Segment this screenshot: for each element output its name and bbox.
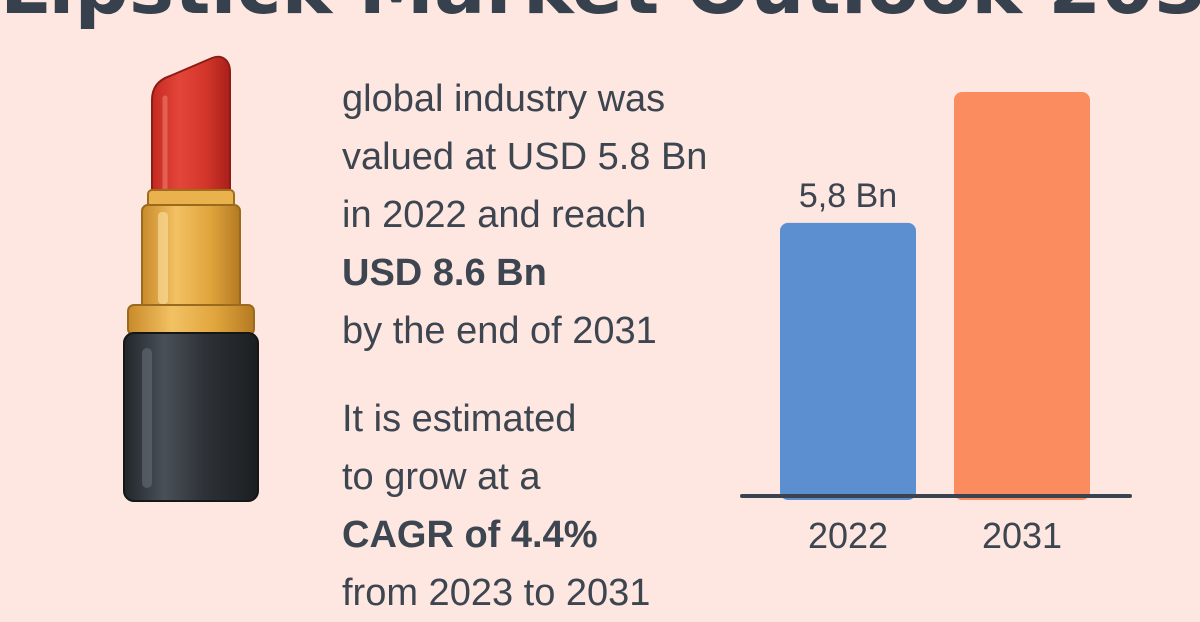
text-line: to grow at a	[342, 456, 541, 498]
x-tick-label: 2031	[982, 515, 1062, 556]
growth-text: It is estimated to grow at a CAGR of 4.4…	[342, 390, 650, 622]
text-line: valued at USD 5.8 Bn	[342, 136, 708, 178]
x-tick-label: 2022	[808, 515, 888, 556]
page-title: Lipstick Market Outlook 2031	[0, 0, 1200, 32]
highlight-value: USD 8.6 Bn	[342, 252, 547, 294]
text-line: global industry was	[342, 78, 666, 120]
bar-group	[780, 92, 1090, 500]
text-line: in 2022 and reach	[342, 194, 647, 236]
text-line: from 2023 to 2031	[342, 572, 651, 614]
lipstick-base	[123, 332, 259, 502]
lipstick-bullet	[151, 55, 231, 196]
bar-chart: 2022 5,8 Bn 2031	[740, 92, 1132, 556]
market-value-text: global industry was valued at USD 5.8 Bn…	[342, 70, 707, 360]
highlight-cagr: CAGR of 4.4%	[342, 514, 598, 556]
lipstick-ring	[127, 304, 255, 336]
text-line: It is estimated	[342, 398, 577, 440]
bar-2022	[780, 222, 916, 500]
lipstick-icon	[123, 55, 259, 502]
bar-2031	[954, 92, 1090, 500]
label-group: 2022 5,8 Bn 2031	[799, 177, 1062, 556]
text-line: by the end of 2031	[342, 310, 657, 352]
lipstick-tube	[141, 204, 241, 311]
data-label: 5,8 Bn	[799, 177, 897, 215]
